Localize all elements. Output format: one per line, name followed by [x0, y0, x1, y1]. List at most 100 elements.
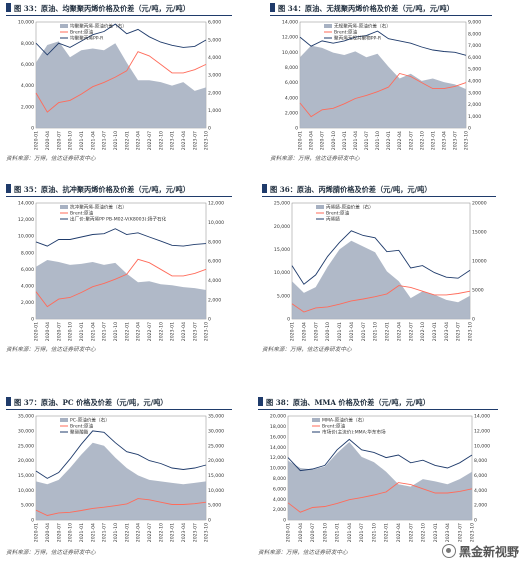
- x-tick-label: 2020-10: [68, 322, 74, 341]
- x-tick-label: 2021-07: [361, 322, 367, 341]
- y-right-tick-label: 2,000: [468, 102, 481, 108]
- x-tick-label: 2022-10: [158, 131, 164, 150]
- chart: 0 5,000 10,000 15,000 20,000 25,000 0 5000 10000…: [274, 201, 487, 342]
- x-tick-label: 2021-04: [353, 131, 359, 150]
- x-tick-label: 2020-04: [45, 322, 51, 341]
- x-tick-label: 2023-07: [456, 322, 462, 341]
- x-tick-label: 2020-07: [56, 523, 62, 542]
- y-left-tick-label: 14,000: [18, 201, 34, 207]
- x-tick-label: 2021-04: [347, 523, 353, 542]
- y-right-tick-label: 30,000: [208, 428, 224, 434]
- y-left-tick-label: 12,000: [270, 455, 286, 461]
- x-tick-label: 2023-10: [470, 523, 476, 542]
- legend-swatch: [60, 418, 68, 422]
- x-tick-label: 2022-04: [136, 523, 142, 542]
- x-tick-label: 2022-04: [136, 322, 142, 341]
- series-area: [288, 442, 472, 520]
- y-left-tick-label: 10,000: [282, 50, 298, 56]
- figure-title-text: 图 35：原油、抗冲聚丙烯价格及价差（元/吨，元/吨）: [14, 185, 190, 194]
- x-tick-label: 2023-10: [468, 322, 474, 341]
- y-left-tick-label: 0: [31, 518, 34, 524]
- series-line: [287, 438, 473, 472]
- x-tick-label: 2020-04: [45, 523, 51, 542]
- y-left-tick-label: 16,000: [270, 434, 286, 440]
- x-tick-label: 2021-07: [102, 523, 108, 542]
- y-left-tick-label: 20,000: [270, 414, 286, 420]
- x-tick-label: 2023-01: [433, 523, 439, 542]
- x-tick-label: 2020-01: [290, 322, 296, 341]
- y-left-tick-label: 14,000: [270, 445, 286, 451]
- y-left-tick-label: 10,000: [274, 270, 290, 276]
- x-tick-label: 2020-07: [56, 131, 62, 150]
- y-right-tick-label: 4,000: [208, 55, 221, 61]
- x-tick-label: 2022-04: [136, 131, 142, 150]
- y-right-tick-label: 10,000: [474, 443, 490, 449]
- x-tick-label: 2022-04: [397, 131, 403, 150]
- y-right-tick-label: 12,000: [208, 201, 224, 207]
- series-area: [292, 240, 470, 319]
- x-tick-label: 2020-04: [309, 131, 315, 150]
- y-left-tick-label: 2,000: [273, 507, 286, 513]
- y-right-tick-label: 8,000: [474, 458, 487, 464]
- x-tick-label: 2023-07: [192, 131, 198, 150]
- y-right-tick-label: 3,000: [208, 73, 221, 79]
- x-tick-label: 2021-04: [90, 322, 96, 341]
- y-left-tick-label: 8,000: [21, 250, 34, 256]
- figure-title: 图 37：原油、PC 价格及价差（元/吨，元/吨）: [6, 396, 232, 410]
- y-left-tick-label: 14,000: [282, 20, 298, 26]
- y-left-tick-label: 8,000: [285, 65, 298, 71]
- x-tick-label: 2021-01: [342, 131, 348, 150]
- legend-swatch: [324, 24, 332, 28]
- x-tick-label: 2020-07: [313, 322, 319, 341]
- y-left-tick-label: 0: [283, 518, 286, 524]
- y-right-tick-label: 1,000: [208, 108, 221, 114]
- figure-title-text: 图 33：原油、均聚聚丙烯价格及价差（元/吨，元/吨）: [14, 4, 190, 13]
- x-tick-label: 2023-01: [170, 131, 176, 150]
- figure-title: 图 35：原油、抗冲聚丙烯价格及价差（元/吨，元/吨）: [6, 183, 232, 197]
- x-tick-label: 2020-07: [320, 131, 326, 150]
- x-tick-label: 2023-10: [204, 131, 210, 150]
- figure-title-text: 图 38：原油、MMA 价格及价差（元/吨，元/吨）: [266, 398, 430, 407]
- y-right-tick-label: 15000: [472, 230, 487, 236]
- x-tick-label: 2021-04: [349, 322, 355, 341]
- y-left-tick-label: 5,000: [277, 293, 290, 299]
- figure-37: 图 37：原油、PC 价格及价差（元/吨，元/吨） 0 5,000 10,000 15…: [6, 396, 232, 562]
- y-right-tick-label: 2,000: [208, 297, 221, 303]
- x-tick-label: 2023-10: [204, 523, 210, 542]
- y-right-tick-label: 10000: [472, 259, 487, 265]
- series-line: [287, 482, 473, 513]
- x-tick-label: 2021-07: [364, 131, 370, 150]
- x-tick-label: 2020-01: [34, 322, 40, 341]
- y-right-tick-label: 6,000: [474, 473, 487, 479]
- source-note: 资料来源：万得，信达证券研发中心: [6, 156, 96, 162]
- legend-label: 聚碳酸酯: [70, 429, 89, 436]
- x-tick-label: 2021-10: [113, 131, 119, 150]
- x-tick-label: 2022-07: [408, 322, 414, 341]
- y-left-tick-label: 12,000: [282, 35, 298, 41]
- y-right-tick-label: 5,000: [208, 37, 221, 43]
- x-tick-label: 2022-01: [124, 131, 130, 150]
- title-marker: [258, 397, 263, 406]
- x-tick-label: 2023-07: [192, 523, 198, 542]
- series-line: [35, 23, 207, 56]
- x-tick-label: 2020-01: [34, 523, 40, 542]
- x-tick-label: 2020-01: [34, 131, 40, 150]
- y-left-tick-label: 2,000: [21, 300, 34, 306]
- x-tick-label: 2023-07: [457, 523, 463, 542]
- legend-label: Brent:原油: [334, 29, 358, 36]
- x-tick-label: 2022-07: [408, 131, 414, 150]
- x-tick-label: 2020-04: [301, 322, 307, 341]
- y-right-tick-label: 35,000: [208, 414, 224, 420]
- x-tick-label: 2022-01: [124, 322, 130, 341]
- series-area: [36, 41, 206, 128]
- x-tick-label: 2021-10: [371, 523, 377, 542]
- y-left-tick-label: 2,000: [285, 110, 298, 116]
- source-note: 资料来源：万得，信达证券研发中心: [262, 347, 352, 353]
- x-tick-label: 2023-07: [453, 131, 459, 150]
- y-right-tick-label: 0: [208, 126, 211, 132]
- y-right-tick-label: 14,000: [474, 414, 490, 420]
- x-tick-label: 2023-01: [170, 523, 176, 542]
- legend-label: MMA-原油价差（右）: [322, 417, 367, 424]
- x-tick-label: 2022-10: [158, 322, 164, 341]
- x-tick-label: 2022-07: [408, 523, 414, 542]
